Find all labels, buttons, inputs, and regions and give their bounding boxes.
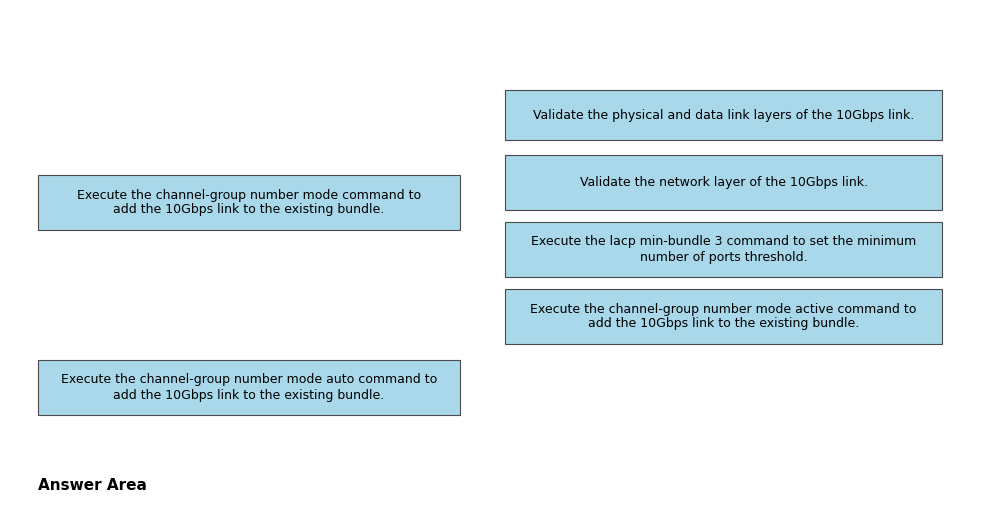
Bar — [505, 289, 941, 344]
Text: Execute the channel-group number mode active command to
add the 10Gbps link to t: Execute the channel-group number mode ac… — [529, 303, 916, 331]
Bar — [505, 90, 941, 140]
Bar — [38, 175, 459, 230]
Bar — [505, 155, 941, 210]
Text: Answer Area: Answer Area — [38, 478, 147, 493]
Text: Validate the physical and data link layers of the 10Gbps link.: Validate the physical and data link laye… — [532, 108, 913, 122]
Text: Validate the network layer of the 10Gbps link.: Validate the network layer of the 10Gbps… — [579, 176, 867, 189]
Bar — [505, 222, 941, 277]
Text: Execute the lacp min-bundle 3 command to set the minimum
number of ports thresho: Execute the lacp min-bundle 3 command to… — [530, 235, 915, 264]
Text: Execute the channel-group number mode command to
add the 10Gbps link to the exis: Execute the channel-group number mode co… — [77, 189, 421, 216]
Bar — [38, 360, 459, 415]
Text: Execute the channel-group number mode auto command to
add the 10Gbps link to the: Execute the channel-group number mode au… — [61, 374, 437, 402]
